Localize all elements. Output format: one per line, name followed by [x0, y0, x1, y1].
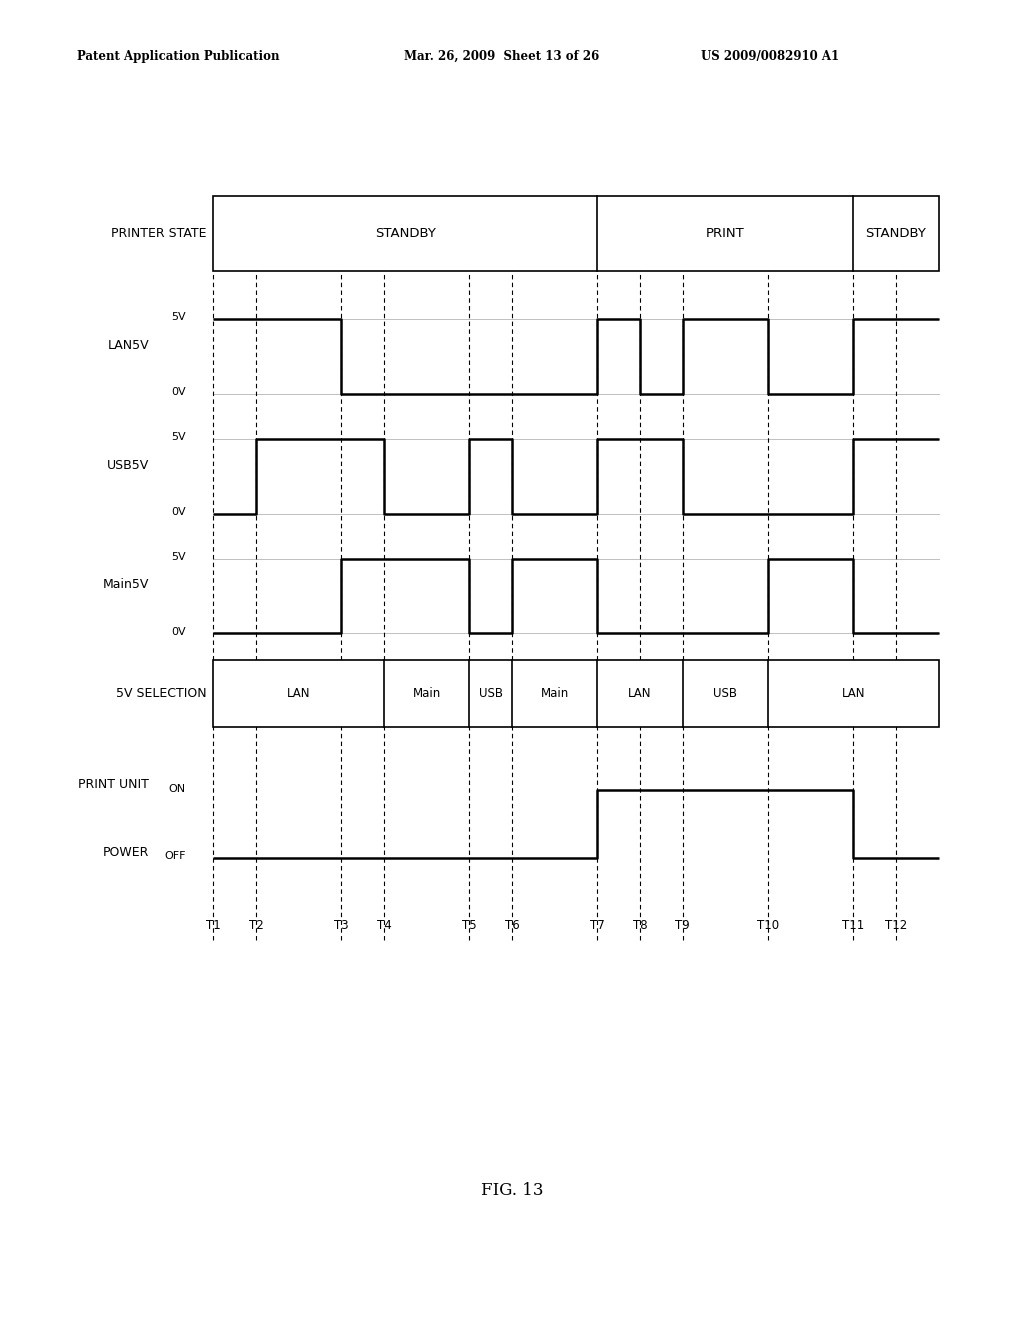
- Text: T12: T12: [885, 919, 907, 932]
- Text: OFF: OFF: [164, 851, 185, 861]
- Text: PRINT: PRINT: [706, 227, 744, 240]
- Text: POWER: POWER: [103, 846, 150, 859]
- Text: ON: ON: [169, 784, 185, 793]
- Text: PRINT UNIT: PRINT UNIT: [79, 779, 150, 792]
- Text: T8: T8: [633, 919, 647, 932]
- Text: 5V: 5V: [171, 552, 185, 562]
- Text: T9: T9: [675, 919, 690, 932]
- Text: T6: T6: [505, 919, 519, 932]
- Text: Mar. 26, 2009  Sheet 13 of 26: Mar. 26, 2009 Sheet 13 of 26: [404, 50, 600, 63]
- Text: 0V: 0V: [171, 387, 185, 397]
- Text: Patent Application Publication: Patent Application Publication: [77, 50, 280, 63]
- Text: T2: T2: [249, 919, 263, 932]
- Text: 0V: 0V: [171, 507, 185, 517]
- Text: T11: T11: [842, 919, 864, 932]
- Text: PRINTER STATE: PRINTER STATE: [112, 227, 207, 240]
- Text: LAN: LAN: [629, 686, 651, 700]
- Bar: [213, 660, 939, 727]
- Text: LAN: LAN: [842, 686, 865, 700]
- Text: 0V: 0V: [171, 627, 185, 636]
- Text: Main: Main: [413, 686, 440, 700]
- Text: T1: T1: [206, 919, 221, 932]
- Text: Main: Main: [541, 686, 568, 700]
- Text: T5: T5: [462, 919, 476, 932]
- Text: USB: USB: [714, 686, 737, 700]
- Text: US 2009/0082910 A1: US 2009/0082910 A1: [701, 50, 840, 63]
- Text: T7: T7: [590, 919, 605, 932]
- Text: T10: T10: [757, 919, 779, 932]
- Text: 5V SELECTION: 5V SELECTION: [117, 686, 207, 700]
- Text: Main5V: Main5V: [103, 578, 150, 591]
- Text: T4: T4: [377, 919, 391, 932]
- Text: 5V: 5V: [171, 432, 185, 442]
- Bar: [213, 195, 939, 271]
- Text: USB: USB: [478, 686, 503, 700]
- Text: 5V: 5V: [171, 313, 185, 322]
- Text: T3: T3: [334, 919, 348, 932]
- Text: STANDBY: STANDBY: [865, 227, 927, 240]
- Text: LAN5V: LAN5V: [108, 339, 150, 352]
- Text: USB5V: USB5V: [108, 458, 150, 471]
- Text: STANDBY: STANDBY: [375, 227, 436, 240]
- Text: FIG. 13: FIG. 13: [480, 1183, 544, 1199]
- Text: LAN: LAN: [287, 686, 310, 700]
